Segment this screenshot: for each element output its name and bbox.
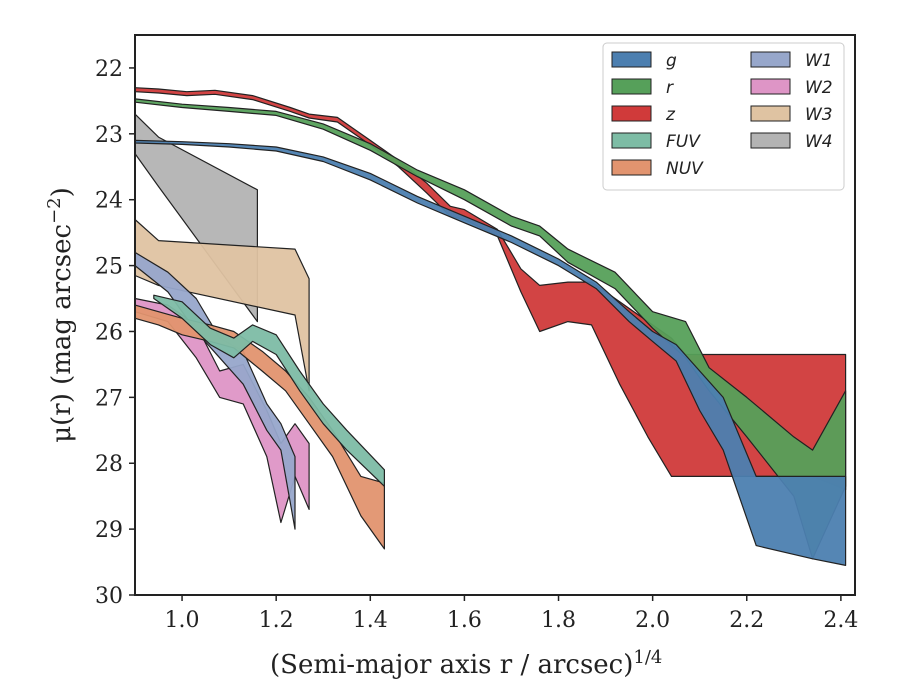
legend-label-z: z	[665, 105, 676, 125]
x-axis-title: (Semi-major axis r / arcsec)1/4	[270, 647, 662, 680]
x-tick-label: 2.0	[635, 608, 670, 633]
legend-label-w3: W3	[805, 105, 833, 125]
y-tick-label: 27	[95, 386, 123, 411]
y-tick-label: 28	[95, 452, 123, 477]
band-nuv	[134, 304, 385, 550]
x-tick-label: 1.6	[447, 608, 482, 633]
legend-swatch-nuv	[611, 159, 652, 176]
legend-label-g: g	[666, 51, 677, 71]
legend-swatch-w2	[750, 78, 791, 95]
band-fuv	[153, 294, 385, 487]
x-tick-label: 1.2	[259, 608, 294, 633]
series-bands	[134, 87, 847, 567]
legend-swatch-r	[611, 78, 652, 95]
x-axis-ticks: 1.0 1.2 1.4 1.6 1.8 2.0 2.2 2.4	[165, 595, 858, 633]
legend: grz FUV NUV W1 W2 W3 W4	[602, 42, 845, 191]
legend-label-fuv: FUV	[666, 132, 701, 152]
legend-swatch-z	[611, 105, 652, 122]
legend-label-r: r	[666, 78, 674, 98]
y-axis-title: μ(r) (mag arcsec−2)	[44, 187, 77, 443]
legend-swatch-w4	[750, 132, 791, 149]
y-tick-label: 24	[95, 189, 123, 214]
band-w2	[134, 297, 310, 524]
legend-label-w4: W4	[805, 132, 833, 152]
x-tick-label: 1.4	[353, 608, 388, 633]
x-axis-title-base: (Semi-major axis r / arcsec)	[270, 650, 633, 680]
y-tick-label: 25	[95, 255, 123, 280]
x-tick-label: 2.4	[823, 608, 858, 633]
legend-swatch-w3	[750, 105, 791, 122]
y-axis-title-base: μ(r) (mag arcsec	[47, 224, 77, 443]
legend-label-nuv: NUV	[666, 159, 704, 179]
plot-frame	[134, 34, 856, 596]
legend-label-w2: W2	[805, 78, 833, 98]
x-axis-title-exponent: 1/4	[633, 647, 662, 668]
legend-label-w1: W1	[805, 51, 833, 71]
y-axis-title-close: )	[47, 187, 77, 197]
legend-swatch-g	[611, 51, 652, 68]
legend-swatch-fuv	[611, 132, 652, 149]
x-tick-label: 1.0	[165, 608, 200, 633]
band-g	[134, 139, 847, 567]
x-tick-label: 2.2	[729, 608, 764, 633]
y-tick-label: 22	[95, 57, 123, 82]
y-tick-label: 29	[95, 518, 123, 543]
y-tick-label: 26	[95, 320, 123, 345]
y-axis-title-exponent: −2	[44, 197, 65, 224]
legend-swatch-w1	[750, 51, 791, 68]
x-tick-label: 1.8	[541, 608, 576, 633]
y-axis-ticks: 22 23 24 25 26 27 28 29 30	[95, 57, 135, 609]
y-tick-label: 23	[95, 123, 123, 148]
y-tick-label: 30	[95, 584, 123, 609]
